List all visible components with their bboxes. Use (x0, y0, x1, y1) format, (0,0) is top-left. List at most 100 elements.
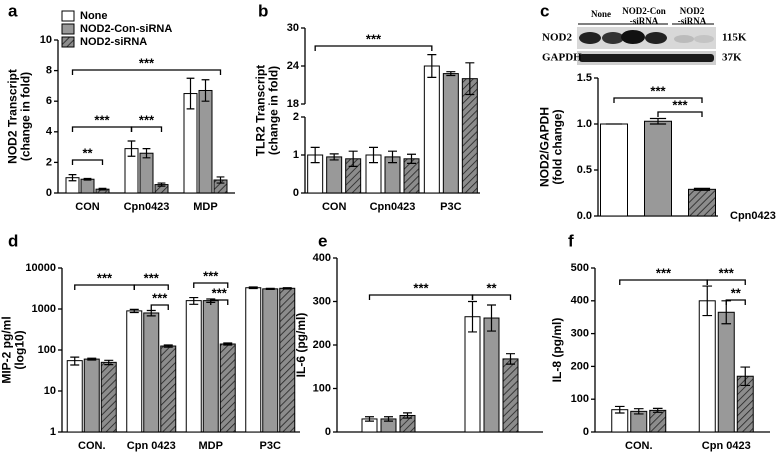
y-tick-label: 10 (40, 34, 52, 46)
error-bar (129, 308, 139, 314)
y-tick-label: 500 (571, 262, 589, 274)
y-tick-label: 400 (313, 252, 331, 264)
error-bar (348, 150, 358, 167)
bar (262, 288, 279, 433)
error-bar (87, 357, 97, 361)
significance-bracket (133, 284, 169, 290)
error-bar (365, 416, 374, 422)
bar (644, 120, 672, 217)
significance-label: *** (212, 285, 228, 300)
error-bar (652, 407, 663, 413)
y-axis-title: (fold change) (551, 109, 565, 184)
y-axis-title: (change in fold) (267, 66, 281, 155)
bar (83, 358, 100, 433)
x-tick-label: MDP (193, 201, 217, 213)
y-tick-label: 0 (583, 426, 589, 438)
y-tick-label: 100 (313, 382, 331, 394)
x-tick-label: P3C (440, 201, 461, 213)
significance-bracket (619, 279, 708, 285)
x-tick-label: CON (322, 201, 347, 213)
significance-bracket (210, 299, 229, 305)
legend-label: NOD2-siRNA (80, 36, 147, 48)
y-tick-label: 4 (46, 126, 53, 138)
y-axis-title: TLR2 Transcript (254, 65, 268, 156)
bar (464, 316, 481, 433)
panel-label: d (8, 231, 18, 250)
significance-label: *** (144, 270, 160, 285)
error-bar (70, 356, 80, 366)
y-tick-label: 10000 (25, 262, 56, 274)
error-bar (68, 174, 77, 182)
significance-bracket (706, 279, 746, 285)
panel-label: a (8, 1, 18, 20)
error-bar (142, 148, 151, 159)
significance-label: *** (719, 265, 735, 280)
bar (423, 65, 440, 194)
error-bar (146, 309, 156, 317)
y-tick-label: 0 (293, 187, 299, 199)
y-tick-label: 0.5 (577, 164, 592, 176)
y-tick-label: 100 (571, 393, 589, 405)
blot-size-label: 37K (722, 52, 742, 64)
x-tick-label: CON. (625, 440, 653, 452)
bar (139, 152, 154, 194)
y-axis-title: (log10) (13, 330, 27, 369)
significance-bracket (71, 159, 104, 165)
y-tick-label: 0 (325, 426, 331, 438)
y-axis-title: NOD2 Transcript (6, 69, 20, 164)
error-bar (186, 77, 195, 110)
y-tick-label: 2 (46, 156, 52, 168)
bar (100, 361, 117, 433)
error-bar (506, 353, 515, 365)
error-bar (310, 146, 320, 164)
error-bar (407, 153, 416, 164)
blot-lane-label: -siRNA (678, 16, 707, 26)
y-axis-title: IL-6 (pg/ml) (294, 313, 308, 378)
legend-swatch (61, 23, 75, 35)
error-bar (403, 412, 412, 419)
significance-label: *** (672, 97, 688, 112)
y-tick-label: 2 (293, 111, 299, 123)
y-tick-label: 18 (287, 98, 299, 110)
error-bar (693, 187, 711, 191)
significance-bracket (314, 45, 433, 51)
bar (279, 287, 296, 433)
y-tick-label: 1 (293, 149, 299, 161)
x-tick-label: Cpn 0423 (702, 440, 751, 452)
bar (649, 409, 667, 433)
blot-row-label: GAPDH (542, 52, 582, 64)
significance-bracket (150, 304, 169, 310)
x-tick-label: Cpn 0423 (127, 440, 176, 452)
error-bar (446, 71, 456, 77)
significance-bracket (74, 284, 135, 290)
panel-label: c (540, 1, 549, 20)
bar (461, 78, 478, 194)
bar (126, 310, 143, 433)
blot-lane-label: -siRNA (630, 16, 659, 26)
x-tick-label: Cpn0423 (370, 201, 416, 213)
y-tick-label: 6 (46, 95, 52, 107)
x-tick-label: CON. (78, 440, 106, 452)
bar (143, 312, 160, 433)
significance-label: *** (97, 270, 113, 285)
significance-label: *** (94, 112, 110, 127)
x-tick-label: MDP (199, 440, 223, 452)
significance-label: *** (139, 55, 155, 70)
significance-label: *** (139, 112, 155, 127)
error-bar (216, 176, 225, 184)
error-bar (282, 287, 292, 290)
error-bar (265, 287, 275, 291)
bar (198, 89, 213, 194)
legend-swatch (61, 36, 75, 48)
significance-bracket (71, 126, 133, 132)
significance-label: ** (731, 285, 742, 300)
x-tick-label: Cpn0423 (730, 210, 776, 222)
panel-label: f (568, 231, 574, 250)
y-axis-title: (change in fold) (19, 72, 33, 161)
blot-lane-label: NOD2 (680, 6, 705, 16)
y-tick-label: 24 (287, 60, 300, 72)
significance-bracket (71, 69, 222, 75)
significance-bracket (725, 299, 746, 305)
bar (185, 300, 202, 433)
